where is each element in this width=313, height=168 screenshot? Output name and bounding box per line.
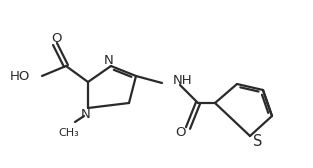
Text: CH₃: CH₃ xyxy=(59,128,80,138)
Text: N: N xyxy=(81,109,91,121)
Text: HO: HO xyxy=(10,70,30,82)
Text: O: O xyxy=(52,32,62,46)
Text: N: N xyxy=(104,53,114,67)
Text: O: O xyxy=(175,127,185,139)
Text: S: S xyxy=(253,134,263,149)
Text: NH: NH xyxy=(173,74,192,87)
